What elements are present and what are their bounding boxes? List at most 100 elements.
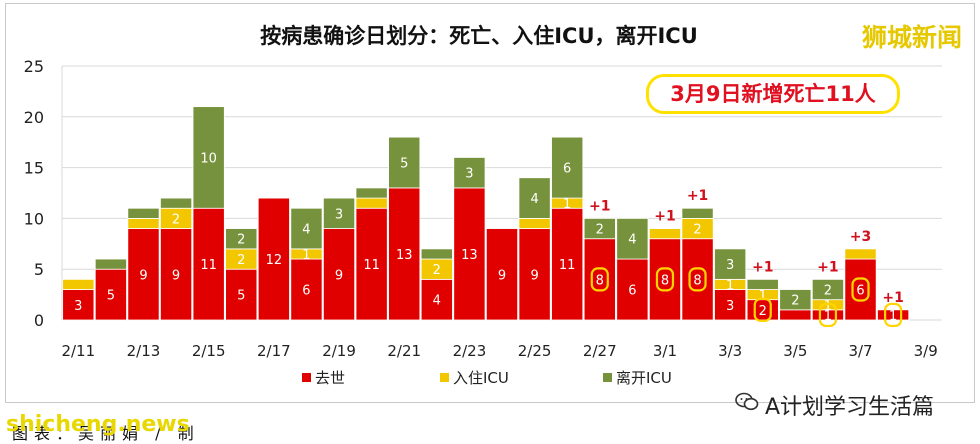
- bar-segment: [257, 197, 290, 321]
- bar-value-label: 2: [237, 233, 245, 248]
- bar-segment: [225, 228, 258, 250]
- bar-value-label: 3: [335, 207, 343, 222]
- bar-value-label: 1: [563, 197, 571, 212]
- bar-segment: [616, 217, 649, 260]
- bar-segment: [551, 136, 584, 199]
- bar-segment: [518, 217, 551, 229]
- bar-segment: [453, 187, 486, 321]
- legend-swatch: [302, 373, 311, 382]
- bar-segment: [811, 278, 844, 301]
- bar-value-label: 4: [628, 233, 636, 248]
- bar-value-label: 13: [461, 248, 478, 263]
- bar-segment: [616, 258, 649, 321]
- highlight-ring: [851, 277, 870, 302]
- y-tick-label: 25: [24, 57, 44, 76]
- bar-segment: [388, 187, 421, 321]
- bar-value-label: 6: [628, 284, 636, 299]
- x-tick-label: 2/17: [257, 342, 291, 360]
- figure-caption: 图表：吴丽娟 / 制: [12, 424, 200, 443]
- bar-value-label: 2: [824, 284, 832, 299]
- bar-segment: [322, 197, 356, 229]
- watermark-left: shicheng.news: [6, 412, 190, 437]
- wechat-icon: [735, 392, 759, 411]
- bar-segment: [485, 228, 519, 321]
- highlight-ring: [655, 267, 675, 292]
- highlight-ring: [818, 302, 838, 328]
- bar-value-label: 9: [139, 268, 147, 283]
- bar-value-label: 1: [726, 278, 734, 293]
- legend-label: 去世: [315, 369, 345, 387]
- brand-logo: 狮城新闻: [861, 23, 962, 52]
- bar-annotation: +1: [882, 290, 903, 306]
- bar-value-label: 1: [824, 299, 832, 314]
- bar-value-label: 9: [498, 268, 506, 283]
- bar-value-label: 3: [465, 167, 473, 182]
- bar-segment: [714, 248, 747, 280]
- bar-segment: [583, 217, 616, 240]
- bar-segment: [290, 258, 323, 321]
- bar-segment: [714, 289, 747, 321]
- bar-segment: [355, 197, 388, 209]
- bar-segment: [94, 258, 127, 270]
- bar-segment: [290, 207, 323, 250]
- x-tick-label: 3/5: [783, 342, 807, 360]
- x-tick-label: 2/23: [453, 342, 487, 360]
- bar-segment: [779, 309, 812, 321]
- bar-value-label: 4: [302, 223, 310, 238]
- bar-segment: [551, 207, 584, 321]
- bar-segment: [127, 217, 160, 229]
- bar-annotation: +3: [850, 229, 871, 245]
- y-tick-label: 0: [34, 311, 44, 330]
- y-tick-label: 20: [24, 108, 44, 127]
- bar-value-label: 1: [759, 289, 767, 304]
- bar-segment: [322, 228, 356, 321]
- highlight-ring: [590, 267, 609, 292]
- x-tick-label: 2/15: [192, 342, 226, 360]
- bar-segment: [127, 207, 160, 219]
- x-tick-label: 2/25: [518, 342, 552, 360]
- chart-title: 按病患确诊日划分：死亡、入住ICU，离开ICU: [260, 24, 698, 48]
- bar-value-label: 5: [107, 289, 115, 304]
- x-tick-label: 3/1: [653, 342, 677, 360]
- bar-value-label: 2: [759, 304, 767, 319]
- highlight-ring: [688, 267, 707, 292]
- bar-value-label: 12: [266, 253, 283, 268]
- bar-segment: [844, 248, 877, 260]
- x-tick-label: 3/9: [914, 342, 938, 360]
- bar-value-label: 2: [791, 294, 799, 309]
- bar-segment: [779, 289, 812, 311]
- bar-value-label: 2: [693, 223, 701, 238]
- bar-value-label: 2: [172, 212, 180, 227]
- bar-value-label: 6: [563, 162, 571, 177]
- bar-value-label: 8: [661, 273, 669, 288]
- bar-segment: [160, 197, 193, 209]
- bar-segment: [355, 207, 388, 321]
- highlight-ring: [884, 302, 903, 328]
- x-tick-label: 2/27: [583, 342, 617, 360]
- bar-annotation: +1: [654, 209, 675, 225]
- x-tick-label: 3/7: [848, 342, 872, 360]
- y-tick-label: 5: [34, 260, 44, 279]
- bar-value-label: 3: [726, 258, 734, 273]
- y-tick-label: 15: [24, 159, 44, 178]
- legend-label: 入住ICU: [453, 369, 509, 387]
- bar-value-label: 8: [693, 273, 701, 288]
- highlight-ring: [753, 297, 772, 322]
- bar-segment: [681, 238, 714, 321]
- bar-value-label: 2: [237, 253, 245, 268]
- bar-segment: [192, 207, 225, 321]
- bar-annotation: +1: [687, 188, 708, 204]
- bar-value-label: 9: [530, 268, 538, 283]
- bar-value-label: 9: [335, 268, 343, 283]
- bar-segment: [355, 187, 388, 199]
- bar-segment: [192, 106, 225, 209]
- bar-annotation: +1: [752, 259, 773, 275]
- watermark-right: A计划学习生活篇: [765, 395, 935, 420]
- bar-value-label: 4: [433, 294, 441, 309]
- bar-value-label: 13: [396, 248, 413, 263]
- bar-value-label: 6: [302, 284, 310, 299]
- bar-value-label: 3: [74, 299, 82, 314]
- bar-segment: [453, 157, 486, 189]
- bar-value-label: 11: [559, 258, 576, 273]
- bar-segment: [420, 248, 453, 260]
